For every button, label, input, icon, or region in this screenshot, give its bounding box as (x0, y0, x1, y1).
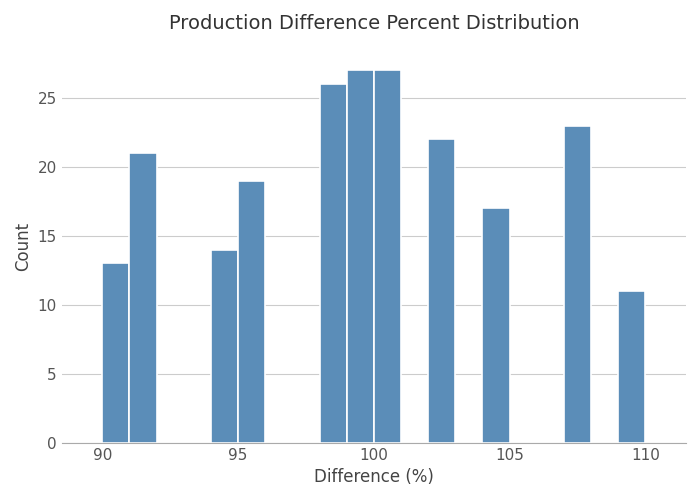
Bar (564, 126, 591, 442)
Bar (102, 264, 130, 442)
Title: Production Difference Percent Distribution: Production Difference Percent Distributi… (169, 14, 579, 33)
Bar (130, 153, 157, 442)
Bar (319, 84, 346, 442)
X-axis label: Difference (%): Difference (%) (314, 468, 434, 486)
Bar (238, 180, 265, 442)
Bar (428, 140, 455, 442)
Bar (374, 70, 401, 442)
Bar (211, 250, 238, 442)
Bar (346, 70, 374, 442)
Bar (482, 208, 510, 442)
Bar (618, 291, 645, 442)
Y-axis label: Count: Count (14, 222, 32, 271)
